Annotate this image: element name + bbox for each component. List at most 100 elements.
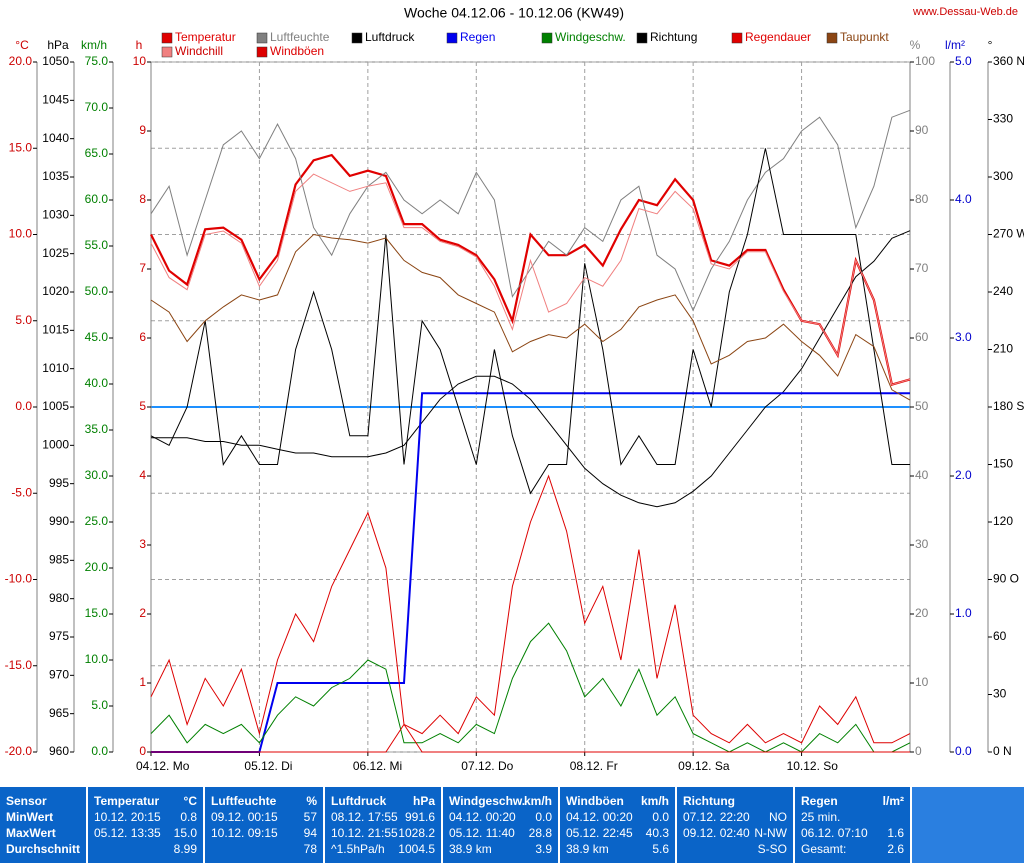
y-tick-label: 180 S [993, 399, 1024, 413]
cell-value: 57 [303, 810, 317, 824]
table-cell: 09.12. 00:15 57 [211, 809, 317, 825]
column-title: Richtung [683, 794, 735, 808]
table-cell: 10.12. 21:55 1028.2 [331, 825, 435, 841]
cell-text: 25 min. [801, 810, 841, 824]
legend-swatch [541, 32, 553, 44]
y-tick-label: 90 O [993, 572, 1019, 586]
table-cell: 05.12. 22:45 40.3 [566, 825, 669, 841]
series-line [151, 230, 911, 508]
series-line [151, 723, 910, 753]
legend-label: Regendauer [745, 30, 811, 44]
cell-text: 07.12. 22:20 [683, 810, 750, 824]
cell-text: 05.12. 11:40 [449, 826, 515, 840]
y-tick-label: 50 [915, 399, 929, 413]
table-cell: 78 [211, 841, 317, 857]
column-title: Windgeschw. [449, 794, 526, 808]
table-cell: 05.12. 11:40 28.8 [449, 825, 552, 841]
series-line [150, 173, 911, 386]
cell-text: 09.12. 02:40 [683, 826, 750, 840]
y-tick-label: 60 [915, 330, 929, 344]
table-cell: 05.12. 13:35 15.0 [94, 825, 197, 841]
y-tick-label: 1015 [42, 323, 69, 337]
y-tick-label: -10.0 [5, 572, 33, 586]
y-tick-label: 975 [49, 629, 69, 643]
legend-swatch [446, 32, 458, 44]
axis-title: km/h [81, 38, 107, 52]
table-column: Temperatur °C 10.12. 20:15 0.8 05.12. 13:35 1… [88, 787, 205, 863]
legend-label: Regen [460, 30, 495, 44]
legend-label: Windchill [175, 44, 223, 58]
cell-text: Gesamt: [801, 842, 847, 856]
y-tick-label: 4.0 [955, 192, 972, 206]
cell-text: 05.12. 22:45 [566, 826, 633, 840]
legend-swatch [256, 32, 268, 44]
series-line [150, 109, 911, 312]
y-tick-label: 3 [139, 537, 146, 551]
cell-text: ^1.5hPa/h [331, 842, 385, 856]
table-cell: 10.12. 20:15 0.8 [94, 809, 197, 825]
chart: Woche 04.12.06 - 10.12.06 (KW49) www.Des… [5, 5, 1024, 773]
x-tick-label: 06.12. Mi [353, 759, 402, 773]
cell-value: 1004.5 [398, 842, 435, 856]
y-tick-label: 980 [49, 591, 69, 605]
y-tick-label: 55.0 [85, 238, 109, 252]
y-tick-label: 330 [993, 112, 1013, 126]
y-tick-label: 3.0 [955, 330, 972, 344]
y-tick-label: 0 [915, 744, 922, 758]
y-tick-label: 9 [139, 123, 146, 137]
legend-label: Luftdruck [365, 30, 415, 44]
cell-value: N-NW [754, 826, 787, 840]
stats-table: Sensor MinWert MaxWert Durchschnitt Temperat… [0, 787, 1024, 863]
y-tick-label: 1 [139, 675, 146, 689]
axis-title: % [910, 38, 921, 52]
series-line [151, 392, 910, 753]
table-cell: 8.99 [94, 841, 197, 857]
y-tick-label: 30 [915, 537, 929, 551]
cell-text: 04.12. 00:20 [566, 810, 633, 824]
table-cell: 08.12. 17:55 991.6 [331, 809, 435, 825]
table-cell: Luftfeuchte% [211, 793, 317, 809]
legend-label: Windgeschw. [555, 30, 626, 44]
table-cell: Regen l/m² [801, 793, 904, 809]
row-label: MinWert [6, 810, 54, 824]
y-tick-label: 1030 [42, 208, 69, 222]
y-tick-label: 1000 [42, 438, 69, 452]
table-cell: Sensor [6, 793, 80, 809]
cell-value: 2.6 [887, 842, 904, 856]
y-tick-label: 15.0 [9, 140, 33, 154]
y-tick-label: 45.0 [85, 330, 109, 344]
y-tick-label: 2 [139, 606, 146, 620]
cell-text: 09.12. 00:15 [211, 810, 278, 824]
cell-text: 06.12. 07:10 [801, 826, 868, 840]
legend-label: Richtung [650, 30, 697, 44]
y-tick-label: -15.0 [5, 658, 33, 672]
table-column: Luftfeuchte% 09.12. 00:15 57 10.12. 09:15 94… [205, 787, 325, 863]
row-label: Durchschnitt [6, 842, 81, 856]
series-line [150, 622, 911, 753]
table-cell: Temperatur °C [94, 793, 197, 809]
y-tick-label: 970 [49, 668, 69, 682]
y-tick-label: 65.0 [85, 146, 109, 160]
y-tick-label: 5 [139, 399, 146, 413]
y-tick-label: 60.0 [85, 192, 109, 206]
cell-text: 10.12. 21:55 [331, 826, 398, 840]
cell-value: 15.0 [173, 826, 197, 840]
y-tick-label: 0 N [993, 744, 1012, 758]
column-title: Windböen [566, 794, 624, 808]
y-tick-label: 995 [49, 476, 69, 490]
cell-text: 05.12. 13:35 [94, 826, 161, 840]
cell-value: 28.8 [528, 826, 552, 840]
y-tick-label: 985 [49, 553, 69, 567]
legend-swatch [351, 32, 363, 44]
table-cell: Durchschnitt [6, 841, 80, 857]
cell-text: 10.12. 09:15 [211, 826, 278, 840]
table-cell: 38.9 km 3.9 [449, 841, 552, 857]
table-column: Luftdruck hPa 08.12. 17:55 991.6 10.12. 21:5… [325, 787, 443, 863]
y-tick-label: 70 [915, 261, 929, 275]
y-tick-label: 1035 [42, 169, 69, 183]
y-tick-label: 30 [993, 687, 1007, 701]
series-line [150, 153, 911, 386]
table-cell: 06.12. 07:10 1.6 [801, 825, 904, 841]
y-tick-label: 1.0 [955, 606, 972, 620]
table-cell: 10.12. 09:15 94 [211, 825, 317, 841]
